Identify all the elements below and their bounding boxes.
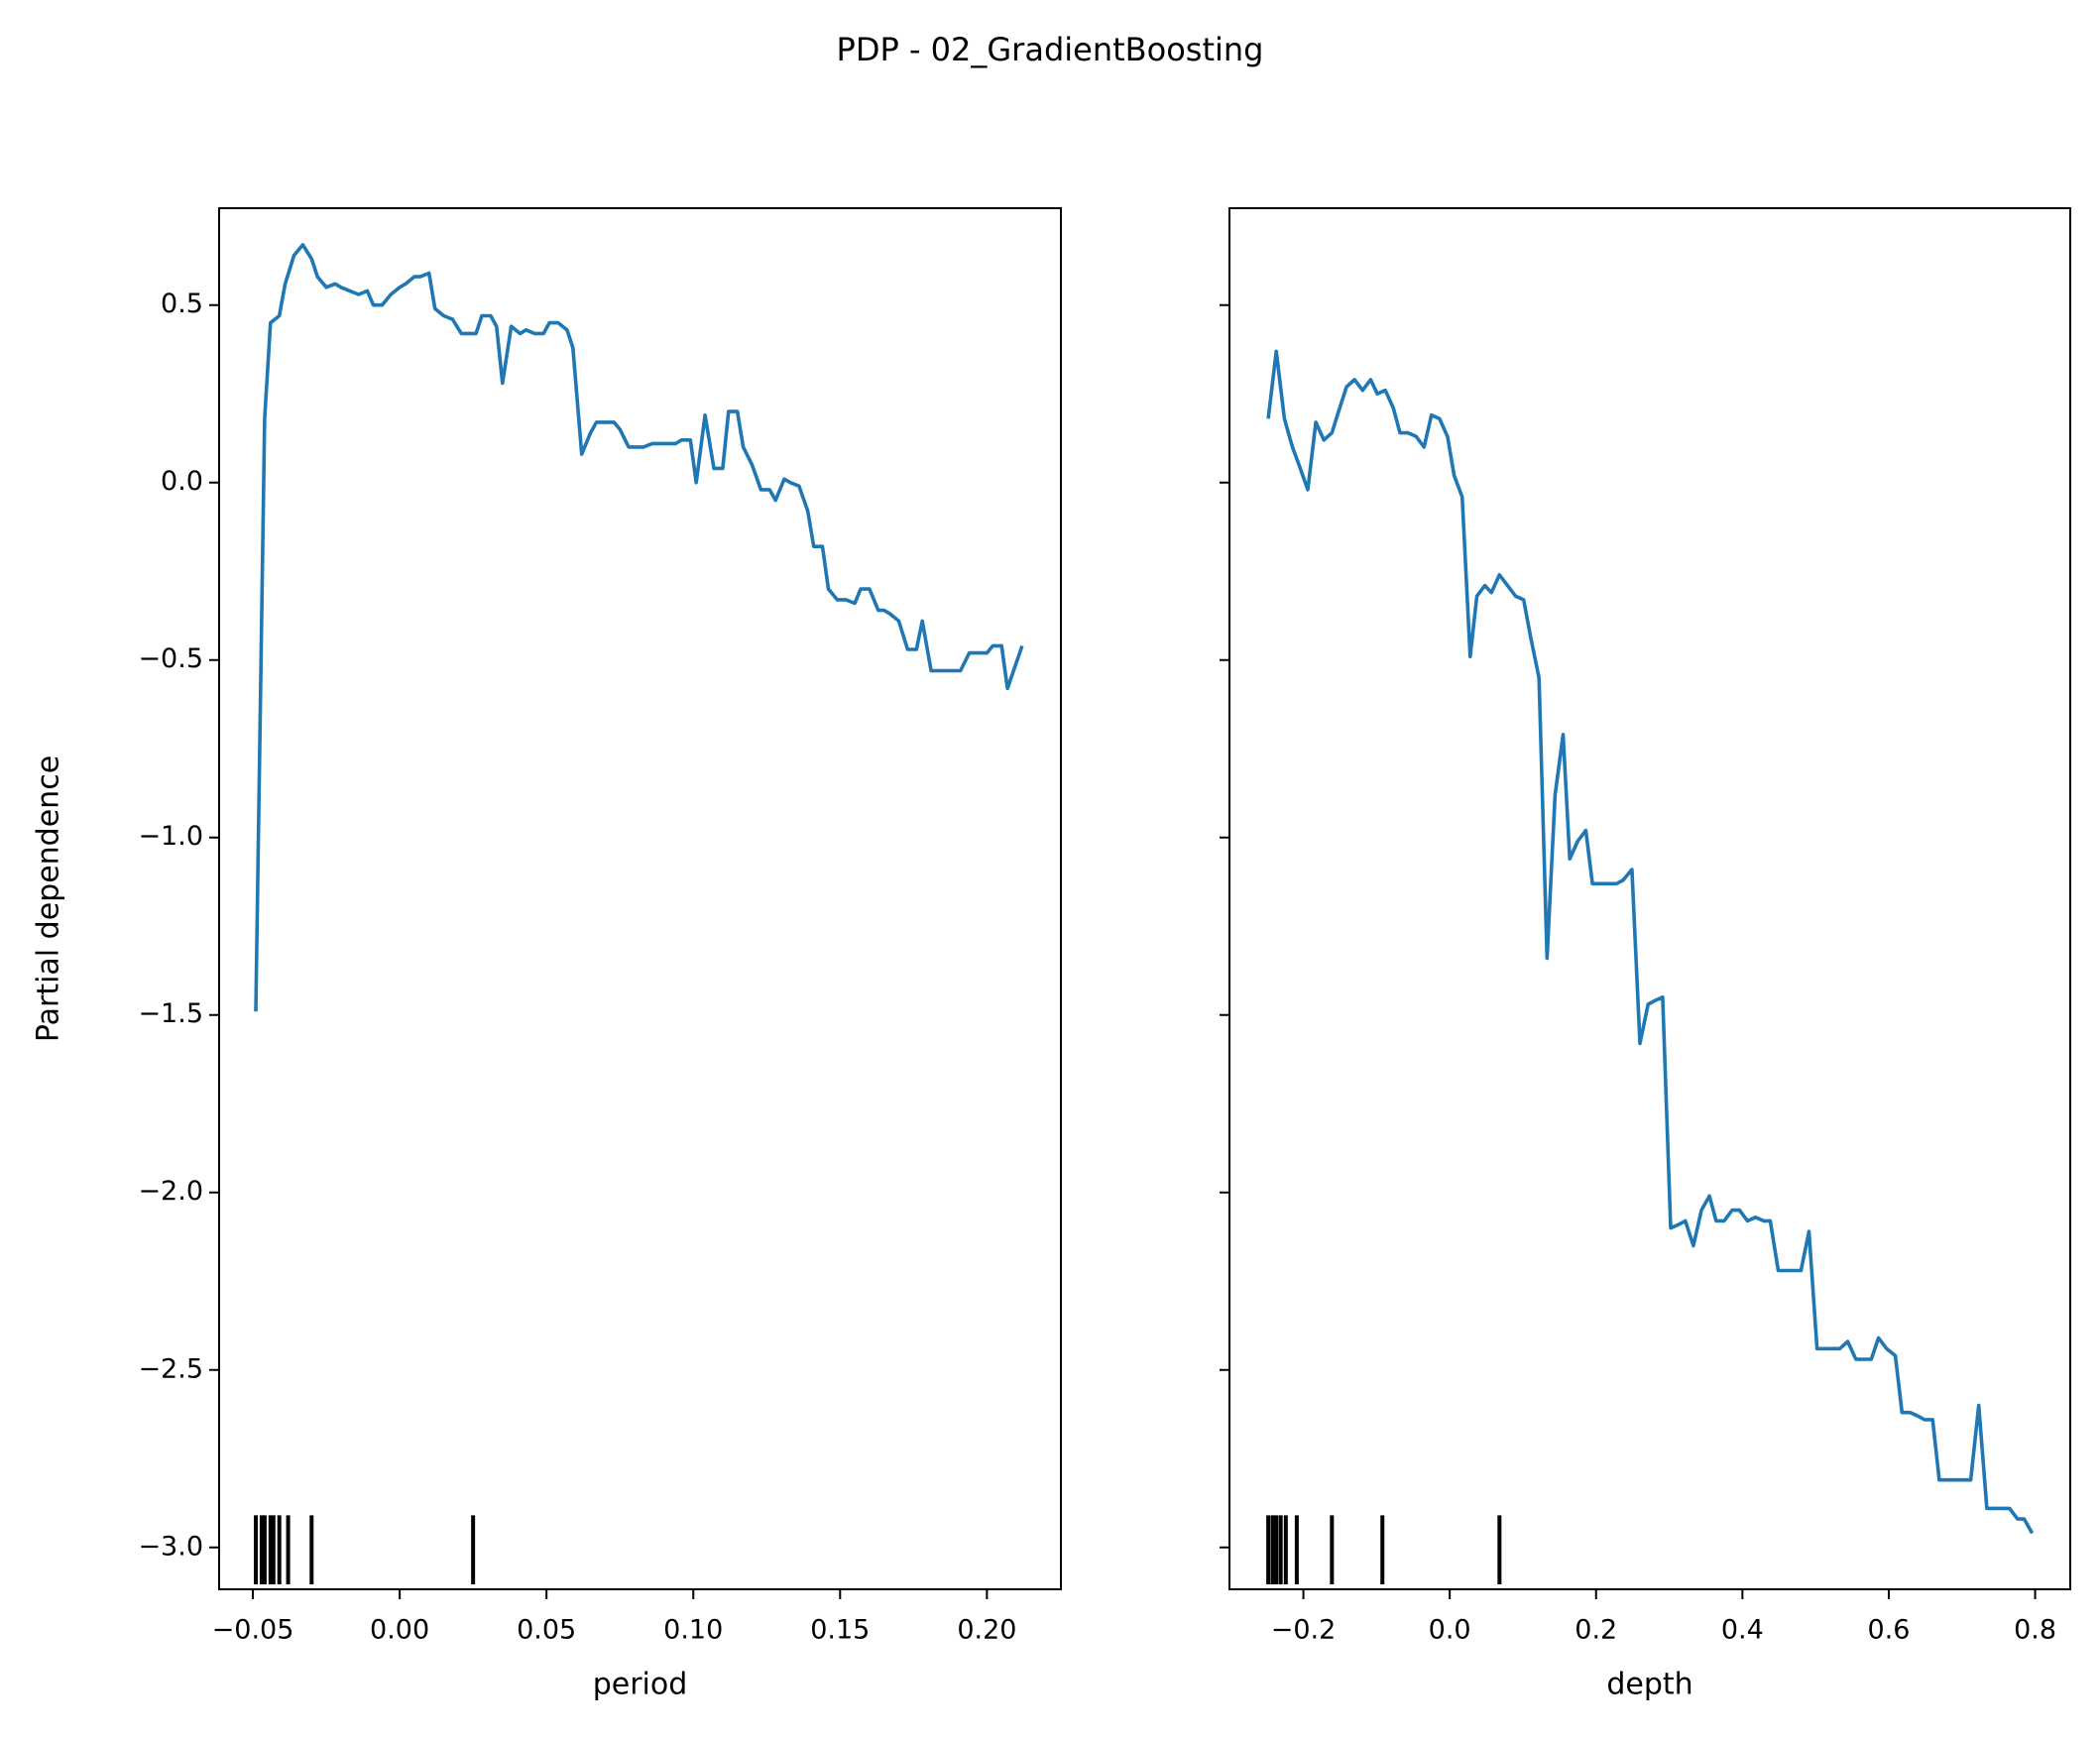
x-tick-label: −0.2: [1271, 1615, 1337, 1646]
x-tick-label: 0.20: [957, 1615, 1016, 1646]
y-tick-label: 0.0: [161, 466, 203, 497]
x-tick-label: 0.05: [517, 1615, 576, 1646]
y-tick-label: −1.5: [138, 998, 203, 1029]
x-tick-label: 0.4: [1721, 1615, 1764, 1646]
pdp-line: [1266, 349, 2035, 1535]
x-tick-label: 0.00: [370, 1615, 429, 1646]
x-tick-label: 0.6: [1867, 1615, 1910, 1646]
x-tick-label: −0.05: [212, 1615, 294, 1646]
x-axis-label: depth: [1606, 1668, 1692, 1702]
y-tick-label: 0.5: [161, 289, 203, 319]
axes-frame: [1228, 207, 2071, 1590]
x-tick-label: 0.15: [810, 1615, 870, 1646]
y-tick-label: −1.0: [138, 821, 203, 852]
y-tick-label: −2.5: [138, 1353, 203, 1384]
x-tick-label: 0.10: [663, 1615, 723, 1646]
figure-title: PDP - 02_GradientBoosting: [837, 31, 1264, 68]
y-tick-label: −3.0: [138, 1531, 203, 1562]
x-tick-label: 0.2: [1575, 1615, 1617, 1646]
x-tick-label: 0.0: [1429, 1615, 1471, 1646]
y-tick-label: −0.5: [138, 643, 203, 674]
pdp-line: [254, 243, 1024, 1012]
x-axis-label: period: [593, 1668, 688, 1702]
axes-frame: [218, 207, 1062, 1590]
y-tick-label: −2.0: [138, 1176, 203, 1207]
y-axis-label: Partial dependence: [32, 755, 66, 1042]
x-tick-label: 0.8: [2014, 1615, 2056, 1646]
